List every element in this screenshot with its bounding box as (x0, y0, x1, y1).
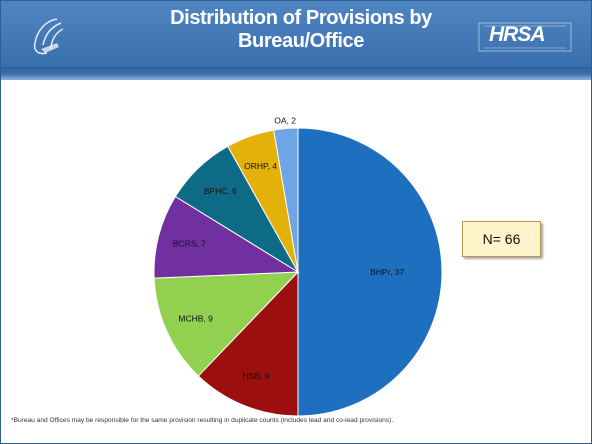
hrsa-logo: HRSA (489, 23, 546, 46)
title-banner (1, 1, 591, 67)
slice-label-mchb: MCHB, 9 (178, 313, 213, 323)
hhs-eagle-logo (33, 18, 64, 55)
slice-label-bphc: BPHC, 6 (204, 186, 237, 196)
sample-size-box: N= 66 (462, 221, 541, 257)
pie-chart: BHPr, 37 HSB, 9 MCHB, 9 BCRS, 7 BPHC, 6 ORHP,… (153, 116, 443, 417)
banner-stripe (1, 67, 591, 80)
pie-slice-mchb (153, 271, 300, 377)
pie-slice-bhpr (297, 127, 443, 417)
page-title: Distribution of Provisions by Bureau/Off… (131, 7, 471, 53)
slice-label-orhp: ORHP, 4 (244, 161, 277, 171)
pie-slice-oa (273, 127, 299, 273)
title-line-1: Distribution of Provisions by (170, 7, 432, 29)
slice-label-oa: OA, 2 (274, 116, 296, 126)
title-line-2: Bureau/Office (238, 30, 364, 52)
hrsa-logo-mark (478, 22, 572, 52)
pie-slice-hsb (197, 270, 299, 417)
slice-label-bhpr: BHPr, 37 (370, 267, 404, 277)
slice-label-bcrs: BCRS, 7 (173, 239, 206, 249)
footnote: *Bureau and Offices may be responsible f… (11, 417, 394, 424)
pie-slice-bcrs (153, 195, 300, 279)
slice-label-hsb: HSB, 9 (243, 371, 270, 381)
